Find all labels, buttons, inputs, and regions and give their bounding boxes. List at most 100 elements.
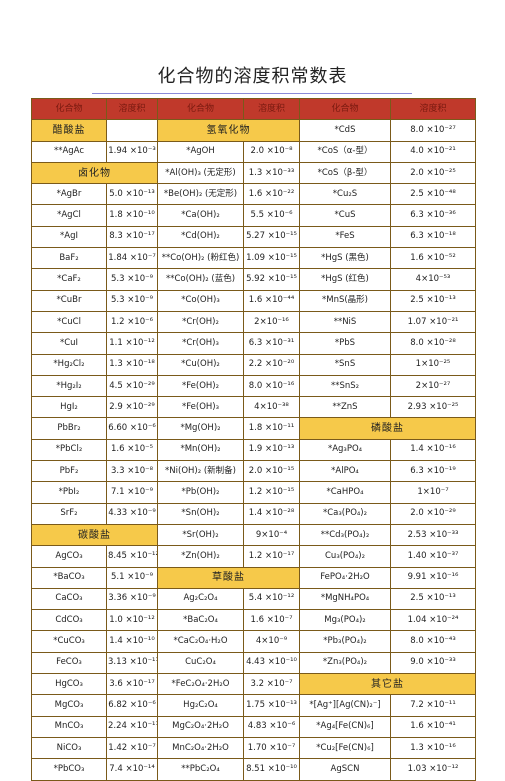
- ksp-value-cell: 6.3 ×10⁻³¹: [243, 332, 300, 355]
- ksp-value-cell: 2.9 ×10⁻²⁹: [106, 396, 158, 419]
- ksp-value-cell: 1.2 ×10⁻¹⁵: [243, 481, 300, 504]
- compound-cell: **PbC₂O₄: [157, 758, 244, 781]
- compound-cell: CaCO₃: [31, 587, 107, 611]
- ksp-value-cell: 1.4 ×10⁻¹⁰: [106, 630, 158, 653]
- compound-cell: **Co(OH)₂ (蓝色): [157, 268, 244, 291]
- ksp-value-cell: 2.5 ×10⁻¹³: [390, 289, 476, 312]
- compound-cell: NiCO₃: [31, 736, 107, 760]
- compound-cell: *AgBr: [31, 183, 107, 206]
- compound-cell: Cu₃(PO₄)₂: [299, 545, 391, 568]
- compound-cell: *AgCl: [31, 204, 107, 227]
- ksp-value-cell: 8.0 ×10⁻¹⁶: [243, 374, 300, 398]
- section-header-cell: 磷酸盐: [299, 417, 476, 440]
- ksp-value-cell: 3.2 ×10⁻⁷: [243, 673, 300, 696]
- table-row: HgCO₃ 3.6 ×10⁻¹⁷ *FeC₂O₄·2H₂O 3.2 ×10⁻⁷ 其它盐: [31, 673, 476, 696]
- ksp-value-cell: 1.03 ×10⁻¹²: [390, 758, 476, 781]
- header-cell: 溶度积: [106, 97, 158, 121]
- ksp-value-cell: 5.5 ×10⁻⁶: [243, 204, 300, 227]
- section-header-cell: 草酸盐: [157, 566, 300, 589]
- compound-cell: MnCO₃: [31, 715, 107, 738]
- ksp-value-cell: 4.0 ×10⁻²¹: [390, 140, 476, 163]
- ksp-value-cell: 3.3 ×10⁻⁸: [106, 460, 158, 483]
- table-row: CaCO₃ 3.36 ×10⁻⁹ Ag₂C₂O₄ 5.4 ×10⁻¹² *MgNH₄PO…: [31, 587, 476, 611]
- ksp-value-cell: 3.13 ×10⁻¹¹: [106, 651, 158, 675]
- table-row: *Hg₂I₂ 4.5 ×10⁻²⁹ *Fe(OH)₂ 8.0 ×10⁻¹⁶ **SnS₂…: [31, 374, 476, 398]
- table-row: 卤化物 *Al(OH)₃ (无定形) 1.3 ×10⁻³³ *CoS（β-型） 2.0 …: [31, 161, 476, 185]
- table-row: PbBr₂ 6.60 ×10⁻⁶ *Mg(OH)₂ 1.8 ×10⁻¹¹ 磷酸盐: [31, 417, 476, 440]
- compound-cell: *PbCl₂: [31, 438, 107, 462]
- ksp-value-cell: 1.2 ×10⁻⁶: [106, 310, 158, 334]
- compound-cell: PbF₂: [31, 460, 107, 483]
- table-row: *CuBr 5.3 ×10⁻⁹ *Co(OH)₃ 1.6 ×10⁻⁴⁴ *MnS(晶形)…: [31, 289, 476, 312]
- ksp-value-cell: 7.2 ×10⁻¹¹: [390, 694, 476, 717]
- ksp-value-cell: 5.0 ×10⁻¹³: [106, 183, 158, 206]
- header-cell: 溶度积: [390, 97, 476, 121]
- table-row: *CuI 1.1 ×10⁻¹² *Cr(OH)₃ 6.3 ×10⁻³¹ *PbS 8.0 …: [31, 332, 476, 355]
- table-row: **AgAc 1.94 ×10⁻³ *AgOH 2.0 ×10⁻⁸ *CoS（α-型） 4…: [31, 140, 476, 163]
- table-row: *PbCl₂ 1.6 ×10⁻⁵ *Mn(OH)₂ 1.9 ×10⁻¹³ *Ag₃PO₄…: [31, 438, 476, 462]
- compound-cell: AgSCN: [299, 758, 391, 781]
- ksp-value-cell: 1.70 ×10⁻⁷: [243, 736, 300, 760]
- ksp-value-cell: 5.3 ×10⁻⁹: [106, 289, 158, 312]
- table-row: *CaF₂ 5.3 ×10⁻⁹ **Co(OH)₂ (蓝色) 5.92 ×10⁻¹⁵ *…: [31, 268, 476, 291]
- ksp-value-cell: 2.24 ×10⁻¹¹: [106, 715, 158, 738]
- compound-cell: 8.0 ×10⁻²⁷: [390, 119, 476, 142]
- compound-cell: *AgOH: [157, 140, 244, 163]
- compound-cell: *PbCO₃: [31, 758, 107, 781]
- compound-cell: **ZnS: [299, 396, 391, 419]
- table-row: MgCO₃ 6.82 ×10⁻⁶ Hg₂C₂O₄ 1.75 ×10⁻¹³ *[Ag⁺][…: [31, 694, 476, 717]
- compound-cell: *Hg₂I₂: [31, 374, 107, 398]
- ksp-value-cell: 1.42 ×10⁻⁷: [106, 736, 158, 760]
- compound-cell: *HgS (红色): [299, 268, 391, 291]
- compound-cell: Ag₂C₂O₄: [157, 587, 244, 611]
- compound-cell: *CuCl: [31, 310, 107, 334]
- header-cell: 溶度积: [243, 97, 300, 121]
- table-row: CdCO₃ 1.0 ×10⁻¹² *BaC₂O₄ 1.6 ×10⁻⁷ Mg₃(PO₄)₂…: [31, 609, 476, 632]
- compound-cell: *Ni(OH)₂ (新制备): [157, 460, 244, 483]
- ksp-value-cell: *Al(OH)₃ (无定形): [157, 161, 244, 185]
- ksp-value-cell: 9.0 ×10⁻³³: [390, 651, 476, 675]
- ksp-value-cell: 1.1 ×10⁻¹²: [106, 332, 158, 355]
- compound-cell: *Cu₂S: [299, 183, 391, 206]
- compound-cell: *AlPO₄: [299, 460, 391, 483]
- ksp-value-cell: 6.3 ×10⁻¹⁹: [390, 460, 476, 483]
- compound-cell: *FeC₂O₄·2H₂O: [157, 673, 244, 696]
- ksp-value-cell: 6.3 ×10⁻³⁶: [390, 204, 476, 227]
- compound-cell: *Ag₃PO₄: [299, 438, 391, 462]
- table-row: FeCO₃ 3.13 ×10⁻¹¹ CuC₂O₄ 4.43 ×10⁻¹⁰ *Zn₃(PO…: [31, 651, 476, 675]
- compound-cell: *AgI: [31, 225, 107, 249]
- ksp-value-cell: 1.0 ×10⁻¹²: [106, 609, 158, 632]
- compound-cell: 2.0 ×10⁻²⁵: [390, 161, 476, 185]
- compound-cell: AgCO₃: [31, 545, 107, 568]
- compound-cell: HgCO₃: [31, 673, 107, 696]
- page-title: 化合物的溶度积常数表: [157, 66, 348, 87]
- compound-cell: *Fe(OH)₃: [157, 396, 244, 419]
- ksp-value-cell: 6.82 ×10⁻⁶: [106, 694, 158, 717]
- compound-cell: *PbI₂: [31, 481, 107, 504]
- compound-cell: *HgS (黑色): [299, 247, 391, 270]
- compound-cell: *Pb(OH)₂: [157, 481, 244, 504]
- compound-cell: MnC₂O₄·2H₂O: [157, 736, 244, 760]
- compound-cell: *MnS(晶形): [299, 289, 391, 312]
- ksp-value-cell: 1.3 ×10⁻¹⁶: [390, 736, 476, 760]
- compound-cell: *Co(OH)₃: [157, 289, 244, 312]
- compound-cell: *Cd(OH)₂: [157, 225, 244, 249]
- ksp-table-body: 化合物 溶度积 化合物 溶度积 化合物 溶度积 醋酸盐 氢氧化物 *CdS 8.0 ×…: [31, 97, 476, 781]
- ksp-value-cell: 3.6 ×10⁻¹⁷: [106, 673, 158, 696]
- compound-cell: **AgAc: [31, 140, 107, 163]
- ksp-value-cell: 1.6 ×10⁻⁴⁴: [243, 289, 300, 312]
- table-row: AgCO₃ 8.45 ×10⁻¹² *Zn(OH)₂ 1.2 ×10⁻¹⁷ Cu₃(PO…: [31, 545, 476, 568]
- compound-cell: *CuI: [31, 332, 107, 355]
- compound-cell: CdCO₃: [31, 609, 107, 632]
- ksp-value-cell: 4.83 ×10⁻⁶: [243, 715, 300, 738]
- section-header-cell: 卤化物: [31, 161, 158, 185]
- table-row: *AgBr 5.0 ×10⁻¹³ *Be(OH)₂ (无定形) 1.6 ×10⁻²² *…: [31, 183, 476, 206]
- header-cell: 化合物: [157, 97, 244, 121]
- ksp-value-cell: 8.0 ×10⁻²⁸: [390, 332, 476, 355]
- table-row: *PbI₂ 7.1 ×10⁻⁹ *Pb(OH)₂ 1.2 ×10⁻¹⁵ *CaHPO₄ 1…: [31, 481, 476, 504]
- compound-cell: HgI₂: [31, 396, 107, 419]
- compound-cell: *FeS: [299, 225, 391, 249]
- compound-cell: 9×10⁻⁴: [243, 523, 300, 547]
- compound-cell: SrF₂: [31, 502, 107, 525]
- compound-cell: Hg₂C₂O₄: [157, 694, 244, 717]
